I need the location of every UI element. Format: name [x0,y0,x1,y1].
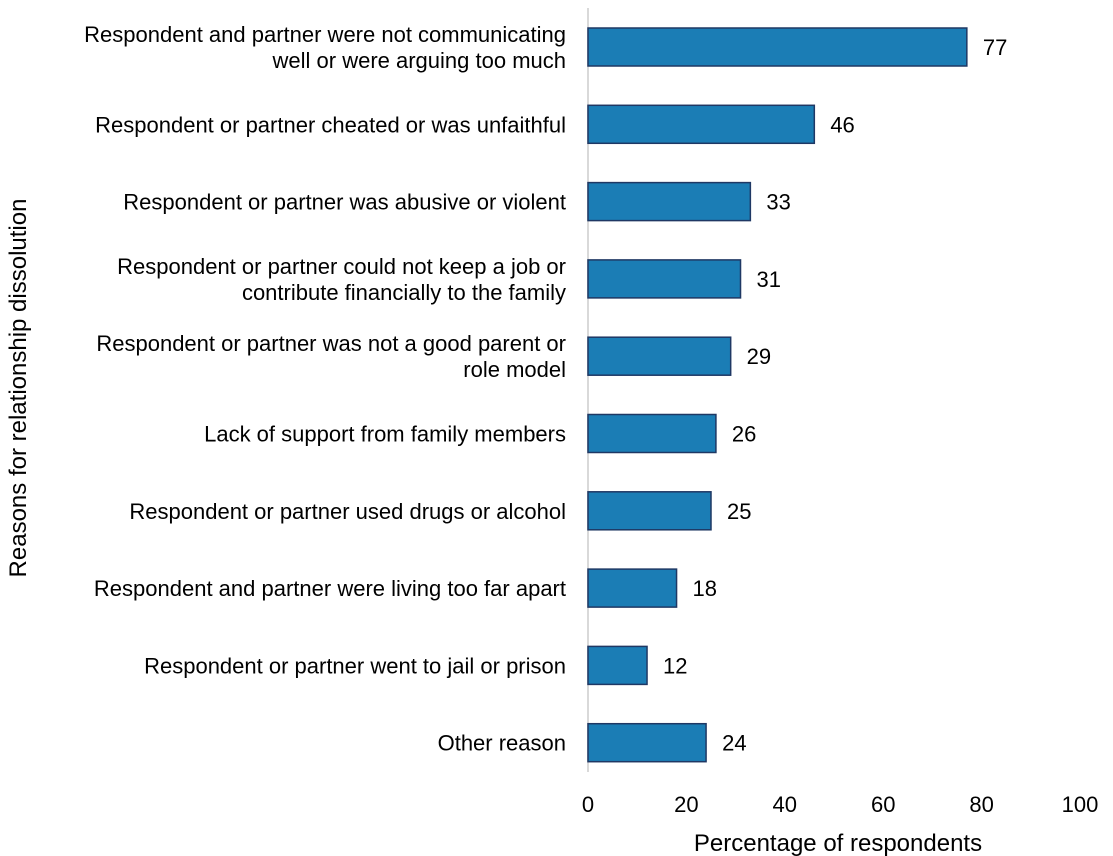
category-label-7: Respondent and partner were living too f… [94,576,566,601]
category-label-line: Other reason [438,731,566,756]
category-label-line: Respondent or partner used drugs or alco… [129,499,566,524]
bar-9 [588,724,706,762]
bar-8 [588,646,647,684]
bar-7 [588,569,677,607]
category-label-9: Other reason [438,731,566,756]
x-axis-title: Percentage of respondents [694,830,982,856]
x-tick-label-4: 80 [969,792,993,817]
bar-5 [588,415,716,453]
x-tick-label-1: 20 [674,792,698,817]
category-label-3: Respondent or partner could not keep a j… [117,254,566,305]
bar-0 [588,28,967,66]
category-label-line: Respondent or partner went to jail or pr… [144,653,566,678]
bar-4 [588,337,731,375]
category-label-line: well or were arguing too much [272,48,566,73]
y-axis-title: Reasons for relationship dissolution [5,199,32,578]
x-tick-label-5: 100 [1062,792,1099,817]
category-label-1: Respondent or partner cheated or was unf… [95,112,566,137]
value-label-7: 18 [693,576,717,601]
category-label-line: role model [463,357,566,382]
x-tick-label-3: 60 [871,792,895,817]
category-label-6: Respondent or partner used drugs or alco… [129,499,566,524]
bars-group [588,28,967,762]
bar-6 [588,492,711,530]
value-label-5: 26 [732,422,756,447]
category-label-line: Respondent or partner cheated or was unf… [95,112,566,137]
x-tick-label-2: 40 [773,792,797,817]
category-labels-group: Respondent and partner were not communic… [84,22,566,756]
bar-3 [588,260,741,298]
x-tick-labels-group: 0 20 40 60 80 100 [582,792,1098,817]
value-label-0: 77 [983,35,1007,60]
category-label-2: Respondent or partner was abusive or vio… [123,190,566,215]
value-label-1: 46 [830,112,854,137]
value-label-8: 12 [663,653,687,678]
category-label-8: Respondent or partner went to jail or pr… [144,653,566,678]
bar-1 [588,105,814,143]
category-label-line: Lack of support from family members [204,422,566,447]
category-label-line: Respondent and partner were living too f… [94,576,566,601]
category-label-line: contribute financially to the family [242,280,566,305]
category-label-0: Respondent and partner were not communic… [84,22,566,73]
category-label-line: Respondent or partner was abusive or vio… [123,190,566,215]
category-label-line: Respondent or partner was not a good par… [96,331,566,356]
category-label-5: Lack of support from family members [204,422,566,447]
category-label-line: Respondent or partner could not keep a j… [117,254,566,279]
value-label-3: 31 [757,267,781,292]
value-label-2: 33 [766,190,790,215]
category-label-4: Respondent or partner was not a good par… [96,331,566,382]
x-tick-label-0: 0 [582,792,594,817]
value-label-9: 24 [722,731,746,756]
value-label-6: 25 [727,499,751,524]
category-label-line: Respondent and partner were not communic… [84,22,566,47]
value-label-4: 29 [747,344,771,369]
bar-2 [588,183,750,221]
